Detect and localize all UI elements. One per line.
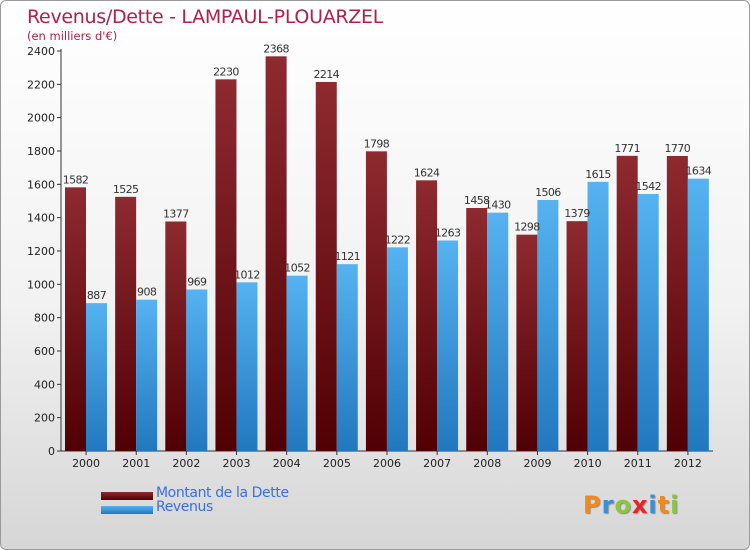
data-label-dette: 1770 bbox=[665, 142, 691, 155]
data-label-revenus: 1506 bbox=[535, 186, 561, 199]
y-tick-label: 200 bbox=[34, 412, 55, 425]
data-label-dette: 1379 bbox=[564, 207, 590, 220]
y-tick-label: 1400 bbox=[27, 212, 55, 225]
legend-label-debt: Montant de la Dette bbox=[156, 485, 289, 501]
y-tick-label: 600 bbox=[34, 345, 55, 358]
data-label-dette: 1771 bbox=[614, 142, 640, 155]
logo-letter: o bbox=[614, 491, 632, 519]
x-tick-label: 2008 bbox=[473, 457, 501, 470]
y-tick-label: 1600 bbox=[27, 178, 55, 191]
bar-revenus bbox=[487, 212, 509, 451]
y-tick-label: 1000 bbox=[27, 278, 55, 291]
data-label-dette: 2368 bbox=[263, 42, 289, 55]
data-label-revenus: 908 bbox=[137, 286, 157, 299]
x-tick-label: 2012 bbox=[674, 457, 702, 470]
y-tick-label: 1200 bbox=[27, 245, 55, 258]
x-tick-label: 2005 bbox=[323, 457, 351, 470]
bar-dette bbox=[516, 234, 538, 451]
y-tick-label: 2000 bbox=[27, 112, 55, 125]
bar-dette bbox=[365, 151, 387, 452]
x-tick-label: 2004 bbox=[273, 457, 301, 470]
data-label-dette: 1624 bbox=[414, 166, 440, 179]
bar-revenus bbox=[86, 303, 107, 451]
data-label-dette: 1298 bbox=[514, 221, 540, 234]
bar-dette bbox=[165, 221, 187, 451]
bar-revenus bbox=[637, 194, 659, 451]
x-tick-label: 2001 bbox=[122, 457, 150, 470]
bar-revenus bbox=[336, 264, 358, 451]
y-tick-label: 400 bbox=[34, 378, 55, 391]
data-label-revenus: 1634 bbox=[686, 165, 712, 178]
y-tick-label: 1800 bbox=[27, 145, 55, 158]
data-label-revenus: 1121 bbox=[334, 250, 360, 263]
bar-dette bbox=[616, 155, 638, 452]
bar-revenus bbox=[236, 282, 258, 451]
chart-subtitle: (en milliers d'€) bbox=[27, 29, 118, 43]
bar-revenus bbox=[136, 299, 158, 451]
y-tick-label: 2200 bbox=[27, 78, 55, 91]
bar-dette bbox=[666, 156, 688, 451]
x-tick-label: 2007 bbox=[423, 457, 451, 470]
data-label-revenus: 1615 bbox=[585, 168, 611, 181]
data-label-revenus: 887 bbox=[87, 289, 107, 302]
x-tick-label: 2006 bbox=[373, 457, 401, 470]
bar-revenus bbox=[587, 181, 609, 452]
logo-letter: r bbox=[601, 491, 615, 519]
bar-revenus bbox=[386, 247, 408, 451]
logo-letter: i bbox=[648, 491, 658, 519]
data-label-dette: 1458 bbox=[464, 194, 490, 207]
logo-letter: x bbox=[631, 491, 649, 519]
data-label-revenus: 1222 bbox=[385, 233, 411, 246]
logo-letter: t bbox=[657, 491, 671, 519]
y-tick-label: 800 bbox=[34, 312, 55, 325]
data-label-revenus: 969 bbox=[187, 276, 207, 289]
bar-dette bbox=[65, 187, 86, 452]
x-tick-label: 2000 bbox=[72, 457, 100, 470]
data-label-dette: 2230 bbox=[213, 65, 239, 78]
bar-dette bbox=[566, 221, 588, 451]
bar-dette bbox=[265, 56, 287, 451]
data-labels: 1582 887 1525 908 1377 969 2230 1012 2368 1052 221… bbox=[63, 42, 713, 302]
data-label-revenus: 1012 bbox=[234, 268, 260, 281]
data-label-dette: 2214 bbox=[313, 68, 339, 81]
logo-letter: i bbox=[670, 491, 680, 519]
legend-swatch-revenus bbox=[101, 506, 153, 514]
data-label-revenus: 1263 bbox=[435, 227, 461, 240]
data-label-dette: 1525 bbox=[113, 183, 139, 196]
bar-dette bbox=[315, 82, 337, 451]
data-label-revenus: 1052 bbox=[284, 262, 310, 275]
chart-title: Revenus/Dette - LAMPAUL-PLOUARZEL bbox=[27, 6, 383, 28]
bar-dette bbox=[115, 196, 137, 451]
x-tick-label: 2003 bbox=[223, 457, 251, 470]
logo-letter: P bbox=[583, 491, 602, 519]
bars bbox=[65, 56, 709, 452]
x-tick-label: 2002 bbox=[172, 457, 200, 470]
x-tick-label: 2010 bbox=[574, 457, 602, 470]
data-label-revenus: 1430 bbox=[485, 199, 511, 212]
bar-revenus bbox=[437, 240, 459, 451]
bar-revenus bbox=[687, 178, 709, 451]
data-label-dette: 1377 bbox=[163, 208, 189, 221]
y-tick-label: 2400 bbox=[27, 45, 55, 58]
legend-swatch-debt bbox=[101, 492, 153, 500]
bar-revenus bbox=[537, 200, 559, 451]
bar-dette bbox=[466, 208, 488, 451]
bar-revenus bbox=[286, 275, 308, 451]
x-tick-label: 2011 bbox=[624, 457, 652, 470]
data-label-dette: 1798 bbox=[364, 137, 390, 150]
y-tick-label: 0 bbox=[48, 445, 55, 458]
data-label-dette: 1582 bbox=[63, 173, 89, 186]
x-tick-label: 2009 bbox=[523, 457, 551, 470]
bar-revenus bbox=[186, 289, 208, 451]
legend-label-revenus: Revenus bbox=[156, 499, 213, 515]
bar-dette bbox=[416, 180, 438, 452]
bar-dette bbox=[215, 79, 237, 451]
proxiti-logo: Proxiti bbox=[583, 491, 679, 519]
data-label-revenus: 1542 bbox=[635, 180, 661, 193]
